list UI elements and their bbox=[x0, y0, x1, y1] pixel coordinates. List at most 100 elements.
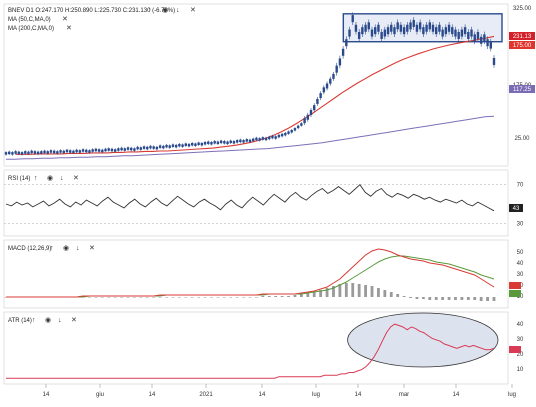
candle bbox=[30, 150, 33, 154]
histogram-bar bbox=[293, 295, 297, 297]
candle bbox=[91, 149, 94, 152]
candle bbox=[242, 140, 245, 143]
candle bbox=[457, 31, 460, 39]
candle bbox=[412, 19, 415, 27]
highlight-ellipse bbox=[347, 312, 499, 368]
candle bbox=[72, 150, 75, 154]
candle bbox=[264, 137, 268, 141]
histogram-bar bbox=[415, 297, 419, 299]
down-arrow-icon[interactable]: ↓ bbox=[76, 245, 80, 252]
candle bbox=[184, 143, 187, 146]
rsi-label: RSI (14) bbox=[8, 176, 30, 182]
candle bbox=[69, 150, 72, 153]
close-icon[interactable]: ✕ bbox=[73, 175, 79, 182]
eye-icon[interactable]: ◉ bbox=[63, 245, 69, 252]
candle bbox=[367, 22, 370, 30]
macd-badge bbox=[509, 282, 521, 289]
candle bbox=[8, 151, 11, 155]
ma200-label: MA (200,C,MA,0) bbox=[8, 26, 54, 32]
close-icon[interactable]: ✕ bbox=[71, 317, 77, 324]
candle bbox=[303, 118, 306, 124]
candle bbox=[120, 147, 123, 151]
candle bbox=[467, 31, 470, 39]
candle bbox=[110, 148, 114, 152]
x-axis-tick: mar bbox=[399, 392, 409, 398]
candle bbox=[492, 57, 496, 65]
candle bbox=[245, 139, 248, 142]
candle bbox=[271, 135, 274, 139]
ticker-header: BNEV D1 O:247.170 H:250.890 L:225.730 C:… bbox=[8, 8, 175, 14]
candle bbox=[216, 141, 220, 145]
histogram-bar bbox=[88, 297, 91, 298]
candle bbox=[370, 29, 374, 37]
candle bbox=[248, 139, 252, 143]
up-arrow-icon[interactable]: ↑ bbox=[32, 317, 36, 324]
candle bbox=[165, 144, 168, 148]
histogram-bar bbox=[357, 284, 361, 297]
candle bbox=[444, 27, 448, 35]
candle bbox=[81, 149, 85, 152]
histogram-bar bbox=[248, 297, 252, 298]
candle bbox=[155, 146, 159, 150]
price-badge bbox=[509, 85, 535, 93]
up-arrow-icon[interactable]: ↑ bbox=[148, 7, 152, 14]
histogram-bar bbox=[145, 297, 149, 298]
candle bbox=[399, 24, 403, 32]
candle bbox=[396, 22, 399, 30]
close-icon[interactable]: ✕ bbox=[66, 25, 72, 32]
up-arrow-icon[interactable]: ↑ bbox=[50, 245, 54, 252]
price-badge-label: 231.13 bbox=[513, 34, 532, 40]
histogram-bar bbox=[120, 297, 123, 298]
candle bbox=[284, 132, 287, 136]
candle bbox=[223, 141, 226, 144]
candle bbox=[178, 143, 181, 147]
candle bbox=[277, 134, 281, 138]
down-arrow-icon[interactable]: ↓ bbox=[58, 317, 62, 324]
histogram-bar bbox=[190, 297, 194, 298]
candle bbox=[425, 24, 428, 32]
macd-axis-tick: 50 bbox=[517, 250, 524, 256]
rsi-badge-label: 43 bbox=[513, 206, 520, 212]
ma200-line bbox=[6, 115, 495, 160]
histogram-bar bbox=[235, 297, 239, 298]
histogram-bar bbox=[152, 297, 156, 298]
candle bbox=[361, 27, 364, 35]
close-icon[interactable]: ✕ bbox=[190, 7, 196, 14]
candle bbox=[52, 150, 56, 154]
candle bbox=[59, 150, 62, 153]
eye-icon[interactable]: ◉ bbox=[45, 317, 51, 324]
eye-icon[interactable]: ◉ bbox=[162, 7, 168, 14]
candle bbox=[319, 93, 322, 99]
candle bbox=[332, 73, 335, 79]
candle bbox=[229, 140, 232, 144]
candle bbox=[27, 151, 30, 155]
histogram-bar bbox=[370, 286, 374, 297]
down-arrow-icon[interactable]: ↓ bbox=[176, 7, 180, 14]
ma50-label: MA (50,C,MA,0) bbox=[8, 17, 51, 23]
candle bbox=[142, 146, 146, 149]
candle bbox=[36, 151, 40, 155]
histogram-bar bbox=[466, 297, 470, 300]
candle bbox=[345, 39, 348, 47]
histogram-bar bbox=[242, 297, 245, 298]
histogram-bar bbox=[383, 290, 387, 297]
candle bbox=[386, 27, 390, 35]
candle bbox=[139, 147, 143, 150]
close-icon[interactable]: ✕ bbox=[89, 245, 95, 252]
candle bbox=[335, 65, 338, 73]
close-icon[interactable]: ✕ bbox=[62, 16, 68, 23]
price-badge bbox=[509, 32, 535, 40]
candle bbox=[393, 27, 396, 35]
up-arrow-icon[interactable]: ↑ bbox=[34, 175, 38, 182]
x-axis-tick: 14 bbox=[259, 392, 266, 398]
candle bbox=[136, 146, 139, 150]
atr-badge bbox=[509, 346, 521, 353]
down-arrow-icon[interactable]: ↓ bbox=[60, 175, 64, 182]
histogram-bar bbox=[100, 297, 104, 298]
candle bbox=[255, 137, 258, 141]
eye-icon[interactable]: ◉ bbox=[47, 175, 53, 182]
histogram-bar bbox=[454, 297, 457, 300]
candle bbox=[158, 145, 162, 148]
